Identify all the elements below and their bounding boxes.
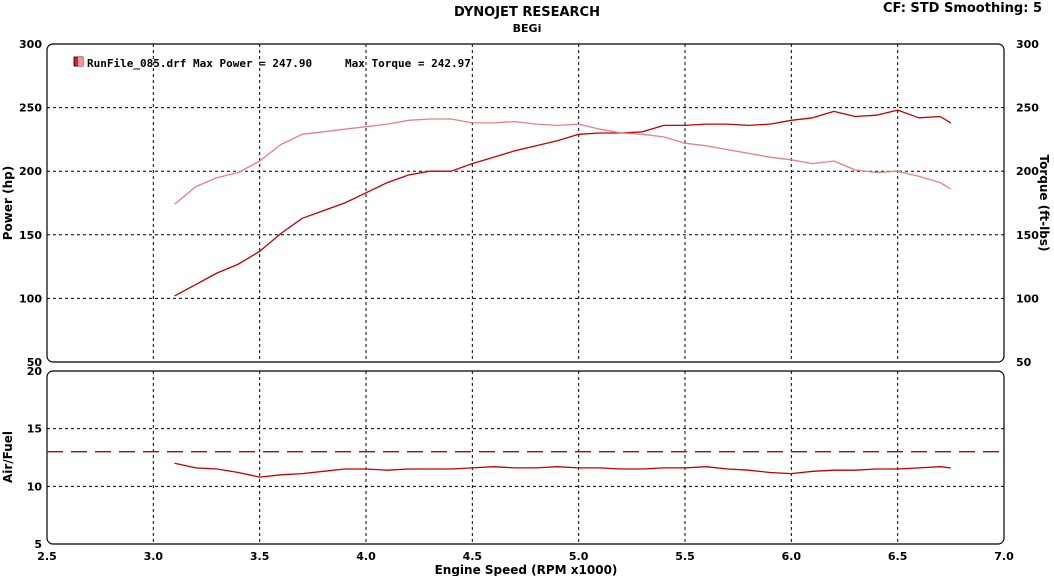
afr-frame bbox=[46, 370, 1005, 545]
y-tick-label-afr: 20 bbox=[27, 365, 43, 378]
legend-run-label: RunFile_085.drf Max Power = 247.90 bbox=[87, 57, 312, 70]
grid-top bbox=[47, 44, 1004, 362]
y-tick-label-torque: 250 bbox=[1016, 102, 1039, 115]
y-tick-label-afr: 15 bbox=[27, 423, 42, 436]
power-torque-panel: 50 50 100 100 150 150 200 200 250 250 300 300 RunFi… bbox=[1, 38, 1051, 369]
cf-smoothing-label: CF: STD Smoothing: 5 bbox=[882, 1, 1042, 16]
x-tick-label: 7.0 bbox=[994, 550, 1014, 563]
x-tick-label: 5.0 bbox=[569, 550, 589, 563]
y-axis-label-torque: Torque (ft-lbs) bbox=[1037, 155, 1051, 252]
lines-top bbox=[174, 109, 952, 297]
y-axis-label-power: Power (hp) bbox=[1, 166, 15, 240]
x-tick-label: 5.5 bbox=[675, 550, 695, 563]
y-axis-label-afr: Air/Fuel bbox=[1, 431, 15, 483]
y-tick-label-power: 50 bbox=[27, 356, 43, 369]
y-tick-label-afr: 10 bbox=[27, 480, 43, 493]
lines-bottom bbox=[47, 451, 1004, 478]
y-tick-label-power: 200 bbox=[19, 165, 42, 178]
chart-subtitle: BEGi bbox=[512, 22, 542, 35]
y-tick-label-torque: 100 bbox=[1016, 292, 1039, 305]
y-tick-label-power: 100 bbox=[19, 292, 42, 305]
series-line-power bbox=[174, 109, 952, 297]
afr-panel: 5 10 15 20 Air/Fuel bbox=[1, 365, 1005, 551]
ticks-top: 50 50 100 100 150 150 200 200 250 250 300 300 bbox=[19, 38, 1039, 369]
x-ticks: 2.5 3.0 3.5 4.0 4.5 5.0 5.5 6.0 6.5 7.0 bbox=[37, 550, 1014, 563]
series-line-torque bbox=[174, 118, 952, 205]
y-tick-label-torque: 150 bbox=[1016, 229, 1039, 242]
chart-title: DYNOJET RESEARCH bbox=[454, 5, 600, 20]
legend-torque-label: Max Torque = 242.97 bbox=[345, 57, 471, 70]
x-tick-label: 3.0 bbox=[144, 550, 164, 563]
ticks-bottom: 5 10 15 20 bbox=[27, 365, 43, 551]
x-tick-label: 6.5 bbox=[888, 550, 908, 563]
x-tick-label: 6.0 bbox=[782, 550, 802, 563]
y-tick-label-torque: 50 bbox=[1016, 356, 1032, 369]
y-tick-label-afr: 5 bbox=[34, 538, 42, 551]
y-tick-label-power: 150 bbox=[19, 229, 42, 242]
grid-bottom bbox=[47, 371, 1004, 544]
y-tick-label-power: 250 bbox=[19, 102, 42, 115]
legend: RunFile_085.drf Max Power = 247.90 Max T… bbox=[73, 56, 471, 70]
series-line-air-fuel bbox=[174, 462, 951, 478]
x-tick-label: 2.5 bbox=[37, 550, 57, 563]
y-tick-label-torque: 200 bbox=[1016, 165, 1039, 178]
x-tick-label: 4.0 bbox=[356, 550, 376, 563]
y-tick-label-power: 300 bbox=[19, 38, 42, 51]
y-tick-label-torque: 300 bbox=[1016, 38, 1039, 51]
x-tick-label: 4.5 bbox=[463, 550, 483, 563]
power-torque-frame bbox=[46, 43, 1005, 363]
x-tick-label: 3.5 bbox=[250, 550, 270, 563]
x-axis-label: Engine Speed (RPM x1000) bbox=[435, 563, 618, 576]
